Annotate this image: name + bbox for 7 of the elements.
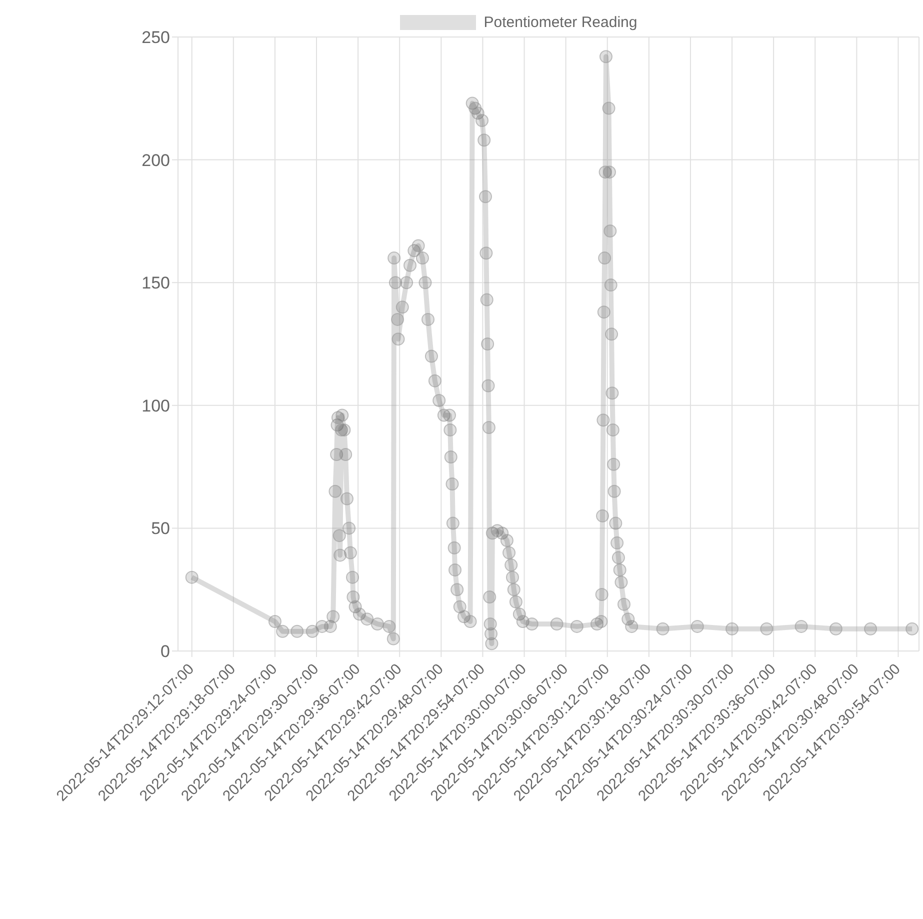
- y-tick-label: 250: [142, 28, 170, 48]
- y-tick-label: 150: [142, 274, 170, 293]
- y-tick-label: 0: [160, 642, 170, 662]
- y-tick-label: 200: [142, 150, 170, 170]
- y-tick-label: 100: [142, 396, 170, 416]
- text: Potentiometer Reading: [484, 14, 638, 31]
- y-tick-label: 50: [151, 519, 170, 538]
